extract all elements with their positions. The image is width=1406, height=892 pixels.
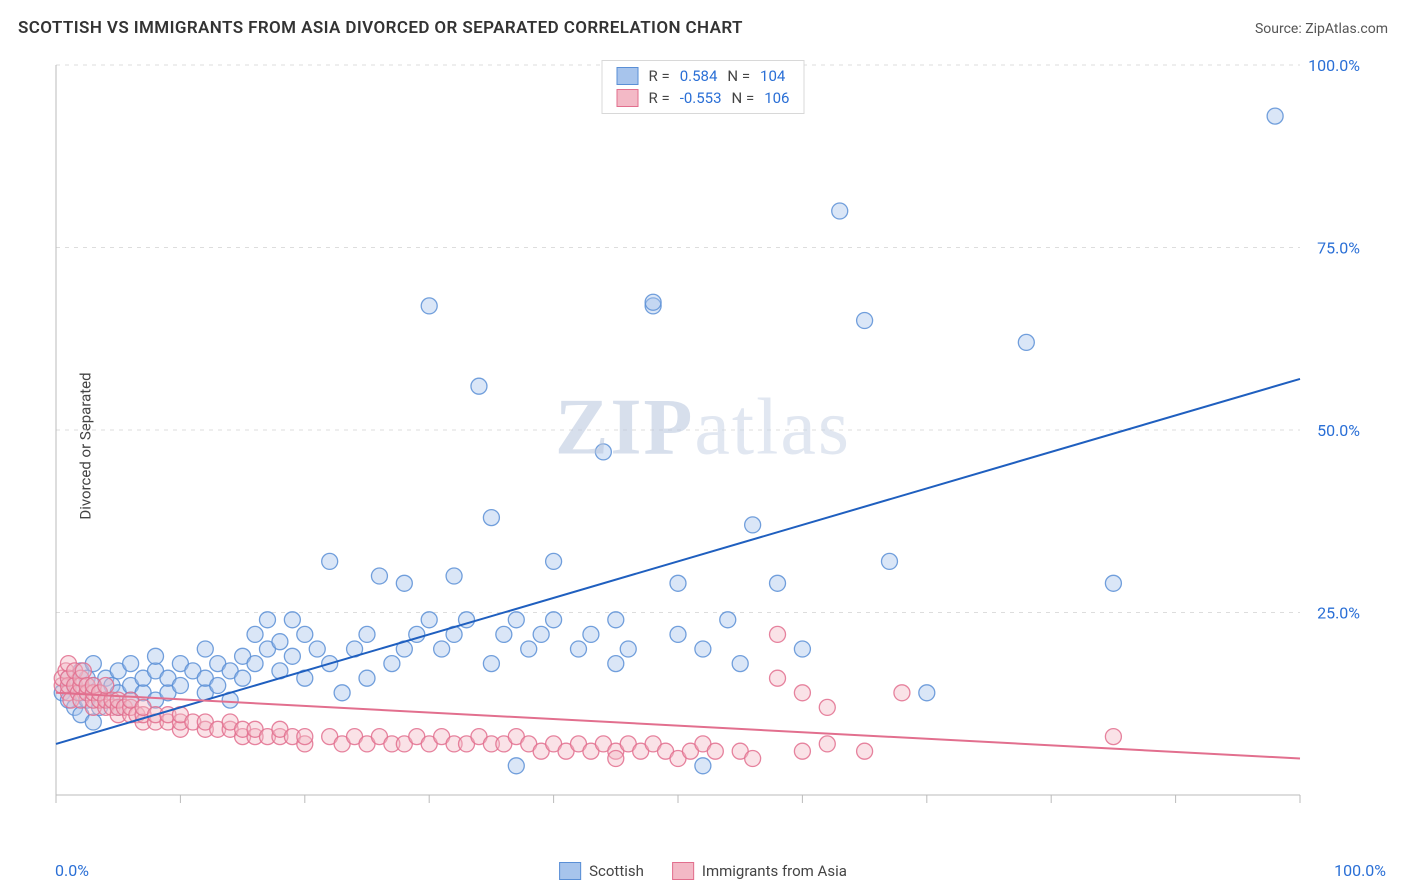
header-row: SCOTTISH VS IMMIGRANTS FROM ASIA DIVORCE… [18, 18, 1388, 38]
r-label: R = [649, 89, 670, 107]
legend-label-asia: Immigrants from Asia [702, 862, 847, 880]
n-value-asia: 106 [764, 89, 789, 107]
x-axis-max-label: 100.0% [1334, 861, 1386, 880]
scatter-plot-svg: 25.0% 50.0% 75.0% 100.0% [50, 55, 1390, 835]
legend-row-scottish: R = 0.584 N = 104 [617, 65, 790, 87]
svg-text:100.0%: 100.0% [1308, 56, 1360, 75]
chart-title: SCOTTISH VS IMMIGRANTS FROM ASIA DIVORCE… [18, 18, 743, 38]
plot-area: 25.0% 50.0% 75.0% 100.0% [50, 55, 1390, 835]
x-axis-min-label: 0.0% [55, 861, 89, 880]
source-attribution: Source: ZipAtlas.com [1255, 21, 1388, 37]
legend-row-asia: R = -0.553 N = 106 [617, 87, 790, 109]
n-value-scottish: 104 [760, 67, 785, 85]
r-value-asia: -0.553 [680, 89, 722, 107]
swatch-asia-icon [672, 862, 694, 880]
r-value-scottish: 0.584 [680, 67, 718, 85]
svg-text:25.0%: 25.0% [1317, 604, 1360, 623]
n-label: N = [727, 67, 750, 85]
swatch-scottish-icon [559, 862, 581, 880]
source-value: ZipAtlas.com [1305, 21, 1388, 37]
chart-container: SCOTTISH VS IMMIGRANTS FROM ASIA DIVORCE… [0, 0, 1406, 892]
r-label: R = [649, 67, 670, 85]
correlation-legend: R = 0.584 N = 104 R = -0.553 N = 106 [602, 60, 805, 114]
swatch-scottish [617, 67, 639, 85]
legend-item-asia: Immigrants from Asia [672, 862, 847, 880]
svg-text:75.0%: 75.0% [1317, 239, 1360, 258]
n-label: N = [732, 89, 755, 107]
svg-text:50.0%: 50.0% [1317, 421, 1360, 440]
series-legend: Scottish Immigrants from Asia [559, 862, 847, 880]
source-label: Source: [1255, 21, 1305, 37]
legend-item-scottish: Scottish [559, 862, 644, 880]
legend-label-scottish: Scottish [589, 862, 644, 880]
swatch-asia [617, 89, 639, 107]
